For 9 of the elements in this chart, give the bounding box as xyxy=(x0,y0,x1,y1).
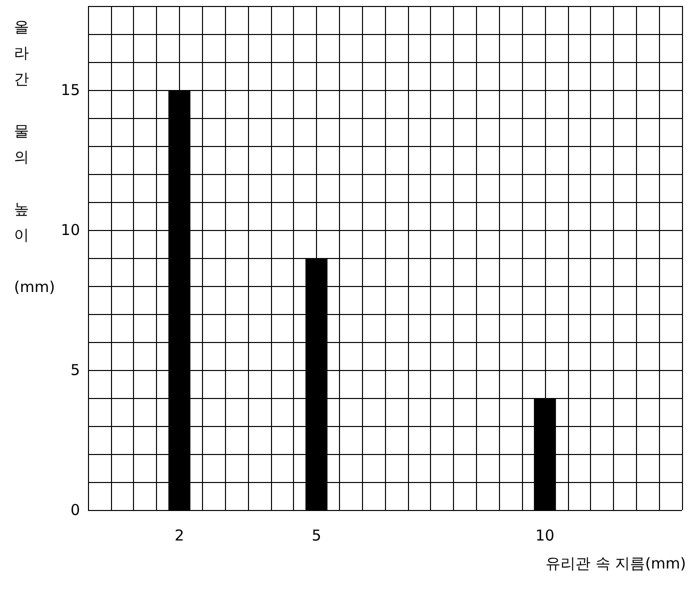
y-tick-label: 5 xyxy=(70,361,80,379)
text: 올라간 물의 높이 (mm) xyxy=(14,18,55,296)
x-tick-label: 2 xyxy=(174,526,184,544)
x-tick-label: 5 xyxy=(312,526,322,544)
x-tick-label: 10 xyxy=(535,526,554,544)
y-tick-label: 0 xyxy=(70,501,80,519)
x-axis-title: 유리관 속 지름(mm) xyxy=(546,554,686,572)
y-tick-label: 15 xyxy=(60,81,80,99)
y-tick-label: 10 xyxy=(60,221,80,239)
